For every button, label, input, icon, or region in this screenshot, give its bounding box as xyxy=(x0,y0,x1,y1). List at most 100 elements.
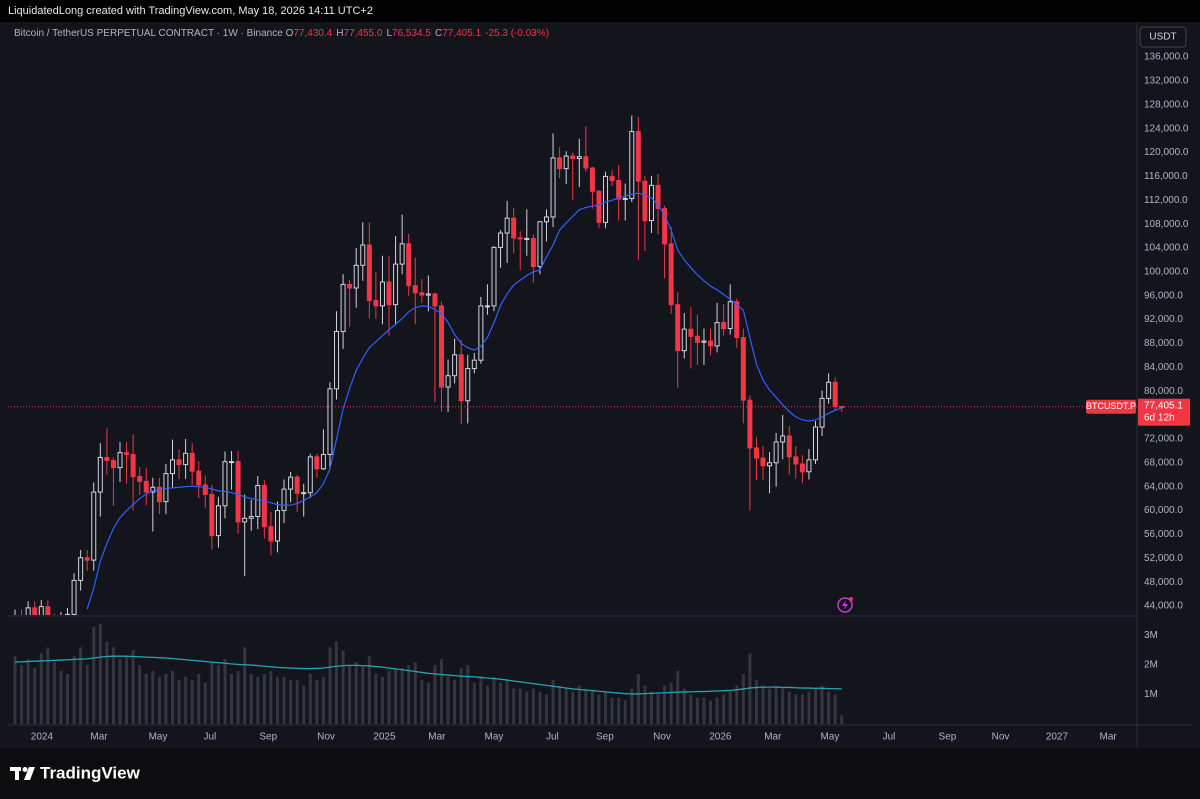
candle-body xyxy=(97,456,103,493)
volume-bar xyxy=(479,676,483,724)
candle-body xyxy=(255,485,261,518)
last-price-box xyxy=(1138,398,1190,426)
volume-bar xyxy=(354,662,358,724)
x-tick-label: Sep xyxy=(259,732,277,743)
candle-body xyxy=(773,441,779,464)
candle-body xyxy=(668,243,674,306)
candle-body xyxy=(576,156,582,159)
y-tick-label: 64,000.0 xyxy=(1144,481,1183,492)
y-tick-label: 108,000.0 xyxy=(1144,219,1189,230)
volume-bar xyxy=(308,673,312,724)
candle-body xyxy=(740,337,746,401)
volume-bar xyxy=(361,665,365,724)
candle-body xyxy=(169,459,175,475)
candle-body xyxy=(202,484,208,495)
candle-body xyxy=(334,331,340,390)
ohlc-value: 77,430.4 xyxy=(293,28,333,39)
volume-bar xyxy=(118,659,122,724)
candle-body xyxy=(242,517,248,523)
volume-bar xyxy=(184,676,188,724)
y-tick-label: 44,000.0 xyxy=(1144,601,1183,612)
x-tick-label: May xyxy=(820,732,839,743)
volume-bar xyxy=(531,688,535,724)
volume-bar xyxy=(459,667,463,724)
ohlc-value: 77,455.0 xyxy=(343,28,383,39)
candle-body xyxy=(78,557,84,581)
y-tick-label: 96,000.0 xyxy=(1144,290,1183,301)
candle-body xyxy=(642,180,648,222)
volume-bar xyxy=(46,647,50,724)
candle-body xyxy=(104,456,110,461)
candle-body xyxy=(386,281,392,306)
volume-bar xyxy=(564,688,568,724)
moving-average-line xyxy=(86,192,842,610)
candle-body xyxy=(583,156,589,169)
volume-bar xyxy=(728,691,732,724)
x-tick-label: Mar xyxy=(90,732,108,743)
candle-body xyxy=(603,175,609,223)
volume-bar xyxy=(367,656,371,724)
candle-body xyxy=(439,305,445,388)
y-tick-label: 104,000.0 xyxy=(1144,243,1189,254)
candle-body xyxy=(419,292,425,296)
volume-bar xyxy=(800,694,804,724)
candle-body xyxy=(753,447,759,459)
volume-bar xyxy=(426,682,430,724)
last-price-label: 77,405.1 xyxy=(1144,400,1183,411)
candle-body xyxy=(229,461,235,464)
volume-bar xyxy=(230,673,234,724)
candle-body xyxy=(222,461,228,507)
x-tick-label: Mar xyxy=(428,732,446,743)
volume-bar xyxy=(492,676,496,724)
flash-icon xyxy=(837,597,853,613)
volume-bar xyxy=(525,691,529,724)
volume-bar xyxy=(413,662,417,724)
volume-bar xyxy=(584,688,588,724)
candle-body xyxy=(629,131,635,199)
candle-body xyxy=(826,381,832,399)
brand: TradingView xyxy=(40,763,141,782)
candle-body xyxy=(91,491,97,561)
x-tick-label: 2027 xyxy=(1046,732,1069,743)
volume-bar xyxy=(125,656,129,724)
candle-body xyxy=(570,155,576,159)
candle-body xyxy=(45,606,51,615)
y-tick-label: 136,000.0 xyxy=(1144,52,1189,63)
candle-body xyxy=(117,452,123,469)
x-tick-label: Mar xyxy=(1100,732,1118,743)
volume-bar xyxy=(702,697,706,724)
currency-button[interactable] xyxy=(1139,26,1187,48)
volume-bar xyxy=(72,656,76,724)
candle-body xyxy=(517,237,523,240)
volume-bar xyxy=(813,688,817,724)
candle-body xyxy=(589,167,595,192)
volume-bar xyxy=(190,679,194,724)
candle-body xyxy=(609,175,615,182)
candle-body xyxy=(445,375,451,388)
volume-bar xyxy=(157,676,161,724)
x-tick-label: May xyxy=(149,732,168,743)
chart-background xyxy=(0,22,1200,748)
volume-bar xyxy=(505,679,509,724)
y-tick-label: 128,000.0 xyxy=(1144,99,1189,110)
currency-label[interactable]: USDT xyxy=(1149,32,1176,43)
volume-bar xyxy=(774,685,778,724)
candle-body xyxy=(425,293,431,296)
volume-bar xyxy=(374,673,378,724)
volume-bar xyxy=(400,667,404,724)
candle-body xyxy=(688,328,694,337)
candle-body xyxy=(543,216,549,223)
volume-bar xyxy=(138,665,142,724)
candle-body xyxy=(727,301,733,330)
candle-body xyxy=(734,301,740,339)
y-tick-label: 72,000.0 xyxy=(1144,434,1183,445)
volume-bar xyxy=(85,665,89,724)
y-tick-label: 52,000.0 xyxy=(1144,553,1183,564)
volume-bar xyxy=(446,676,450,724)
volume-bar xyxy=(623,700,627,724)
volume-bar xyxy=(512,688,516,724)
candle-body xyxy=(452,354,458,377)
candle-body xyxy=(530,237,536,267)
volume-bar xyxy=(485,685,489,724)
volume-bar xyxy=(223,659,227,724)
